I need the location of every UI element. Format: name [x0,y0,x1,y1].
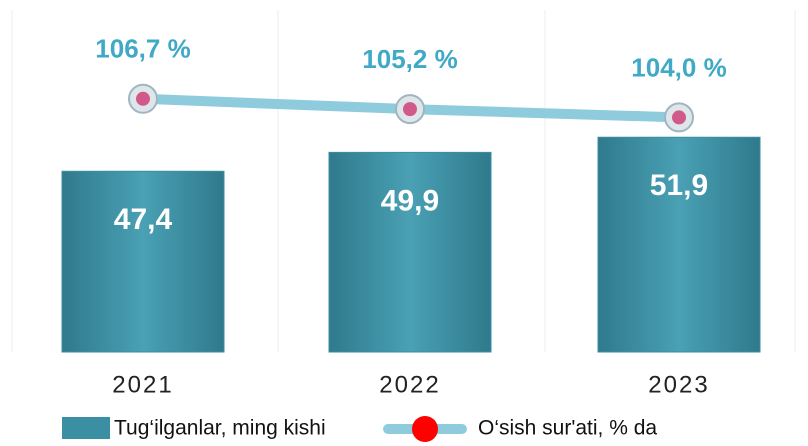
bar-value-label: 51,9 [650,169,708,202]
grid [11,10,796,352]
bar-value-label: 49,9 [381,184,439,217]
marker-dot [403,102,417,117]
line-value-label: 105,2 % [362,44,457,74]
bar [61,170,225,353]
marker-dot [136,91,150,106]
legend-swatch [62,417,110,439]
bar-value-label: 47,4 [114,203,173,236]
legend-label: O‘sish sur'ati, % da [478,417,657,440]
x-tick-label: 2021 [112,371,173,398]
line-value-label: 106,7 % [95,34,190,64]
bar [597,136,761,353]
x-tick-label: 2022 [379,371,440,398]
marker-dot [672,110,686,125]
bar [328,151,492,353]
legend-label: Tug‘ilganlar, ming kishi [114,417,326,440]
x-tick-label: 2023 [648,371,709,398]
legend-swatch [412,416,438,442]
line-value-label: 104,0 % [631,52,726,82]
